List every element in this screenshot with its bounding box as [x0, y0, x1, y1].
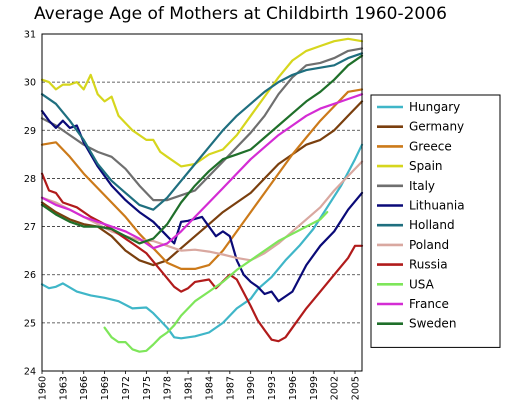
x-tick-label: 1975: [142, 376, 153, 400]
legend-label: Sweden: [409, 317, 456, 331]
x-tick-label: 1984: [204, 376, 215, 400]
series-line-holland: [40, 52, 364, 211]
x-tick-label: 1978: [163, 376, 174, 400]
legend-label: Hungary: [409, 100, 460, 114]
legend-label: Spain: [409, 159, 443, 173]
series-line-italy: [40, 47, 364, 202]
y-tick-label: 27: [24, 222, 36, 233]
legend-label: Italy: [409, 179, 435, 193]
series-line-usa: [103, 211, 329, 353]
x-tick-label: 1981: [184, 376, 195, 400]
legend-box: [370, 94, 501, 348]
legend-label: Poland: [409, 238, 449, 252]
x-tick-label: 1966: [79, 376, 90, 400]
chart-title: Average Age of Mothers at Childbirth 196…: [34, 4, 447, 24]
y-tick-label: 26: [24, 270, 36, 281]
legend-label: Holland: [409, 218, 455, 232]
x-tick-label: 1996: [288, 376, 299, 400]
series-line-greece: [40, 88, 364, 270]
x-tick-label: 1999: [309, 376, 320, 400]
y-axis-ticks: 24 25 26 27 28 29 30 31: [24, 30, 36, 378]
x-tick-label: 2002: [330, 376, 341, 400]
x-tick-label: 1972: [121, 376, 132, 400]
series-line-hungary: [40, 143, 364, 340]
x-tick-label: 1993: [267, 376, 278, 400]
legend-label: USA: [409, 277, 435, 291]
y-tick-label: 31: [24, 30, 36, 41]
series-line-spain: [40, 37, 364, 168]
series-line-sweden: [40, 54, 364, 245]
legend-label: France: [409, 297, 449, 311]
x-tick-label: 1960: [38, 376, 49, 400]
series-line-lithuania: [40, 109, 364, 303]
x-tick-label: 2005: [351, 376, 362, 400]
x-axis-ticks: 1960 1963 1966 1969 1972 1975 1978 1981 1984 1987…: [38, 371, 362, 400]
y-tick-label: 24: [24, 367, 36, 378]
legend-label: Russia: [409, 258, 448, 272]
x-tick-label: 1987: [225, 376, 236, 400]
x-tick-label: 1969: [100, 376, 111, 400]
x-tick-label: 1990: [246, 376, 257, 400]
plot-frame: [41, 33, 363, 372]
y-tick-label: 28: [24, 174, 36, 185]
series-line-poland: [40, 160, 364, 262]
legend-label: Germany: [409, 120, 464, 134]
series-lines: [40, 37, 364, 353]
y-tick-label: 30: [24, 78, 36, 89]
legend-label: Greece: [409, 139, 452, 153]
x-tick-label: 1963: [58, 376, 69, 400]
grid-lines: [42, 81, 362, 324]
y-tick-label: 25: [24, 318, 36, 329]
legend: Hungary Germany Greece Spain Italy Lithuania H…: [370, 94, 501, 348]
legend-label: Lithuania: [409, 199, 465, 213]
series-line-france: [40, 93, 364, 250]
y-tick-label: 29: [24, 126, 36, 137]
series-line-russia: [40, 172, 364, 343]
